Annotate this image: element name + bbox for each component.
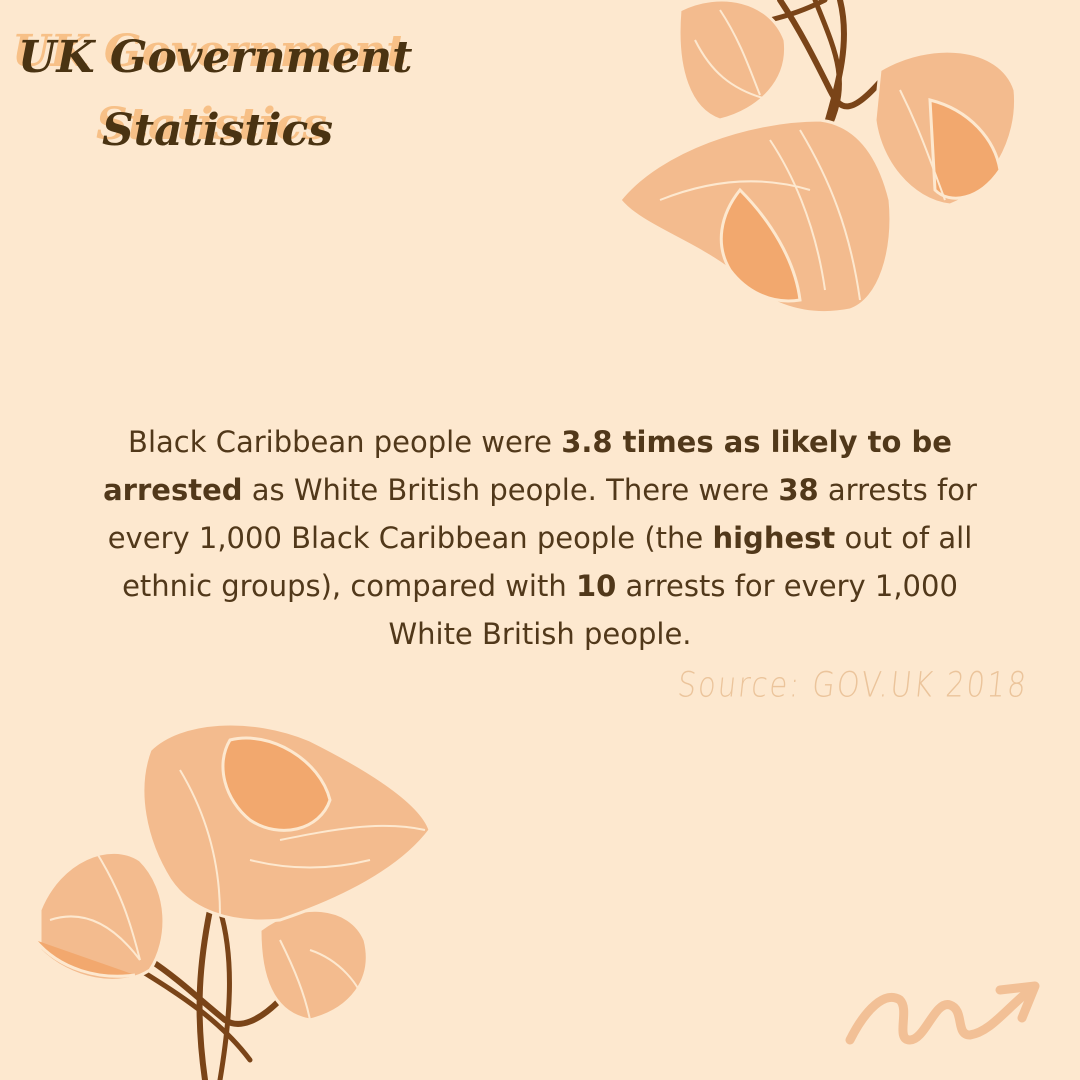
title-block: UK Government Statistics UK Government S… [12,22,452,162]
page-title: UK Government Statistics [18,22,412,167]
paragraph-text: arrests for every 1,000 White British pe… [388,569,958,651]
squiggle-arrow-icon [845,981,1040,1045]
paragraph-emphasis: 38 [778,473,819,507]
title-shadow: UK Government Statistics [12,16,406,161]
paragraph-emphasis: highest [712,521,836,555]
paragraph-emphasis: 3.8 times as likely to be arrested [103,425,952,507]
statistic-paragraph: Black Caribbean people were 3.8 times as… [80,418,1000,658]
title-line-1: UK Government [18,32,413,83]
paragraph-text: as White British people. There were [242,473,779,507]
paragraph-text: out of all ethnic groups), compared with [122,521,973,603]
flower-icon [33,722,432,1080]
paragraph-text: Black Caribbean people were [128,425,562,459]
flower-icon [618,0,1018,315]
bottom-flower-illustration [33,722,432,1080]
top-flower-illustration [618,0,1018,315]
paragraph-emphasis: 10 [575,569,617,603]
title-line-2: Statistics [102,104,334,156]
paragraph-text: arrests for every 1,000 Black Caribbean … [107,473,977,555]
title-shadow-line-2: Statistics [96,98,328,150]
title-shadow-line-1: UK Government [12,26,407,77]
source-label: Source: GOV.UK 2018 [675,664,1030,705]
